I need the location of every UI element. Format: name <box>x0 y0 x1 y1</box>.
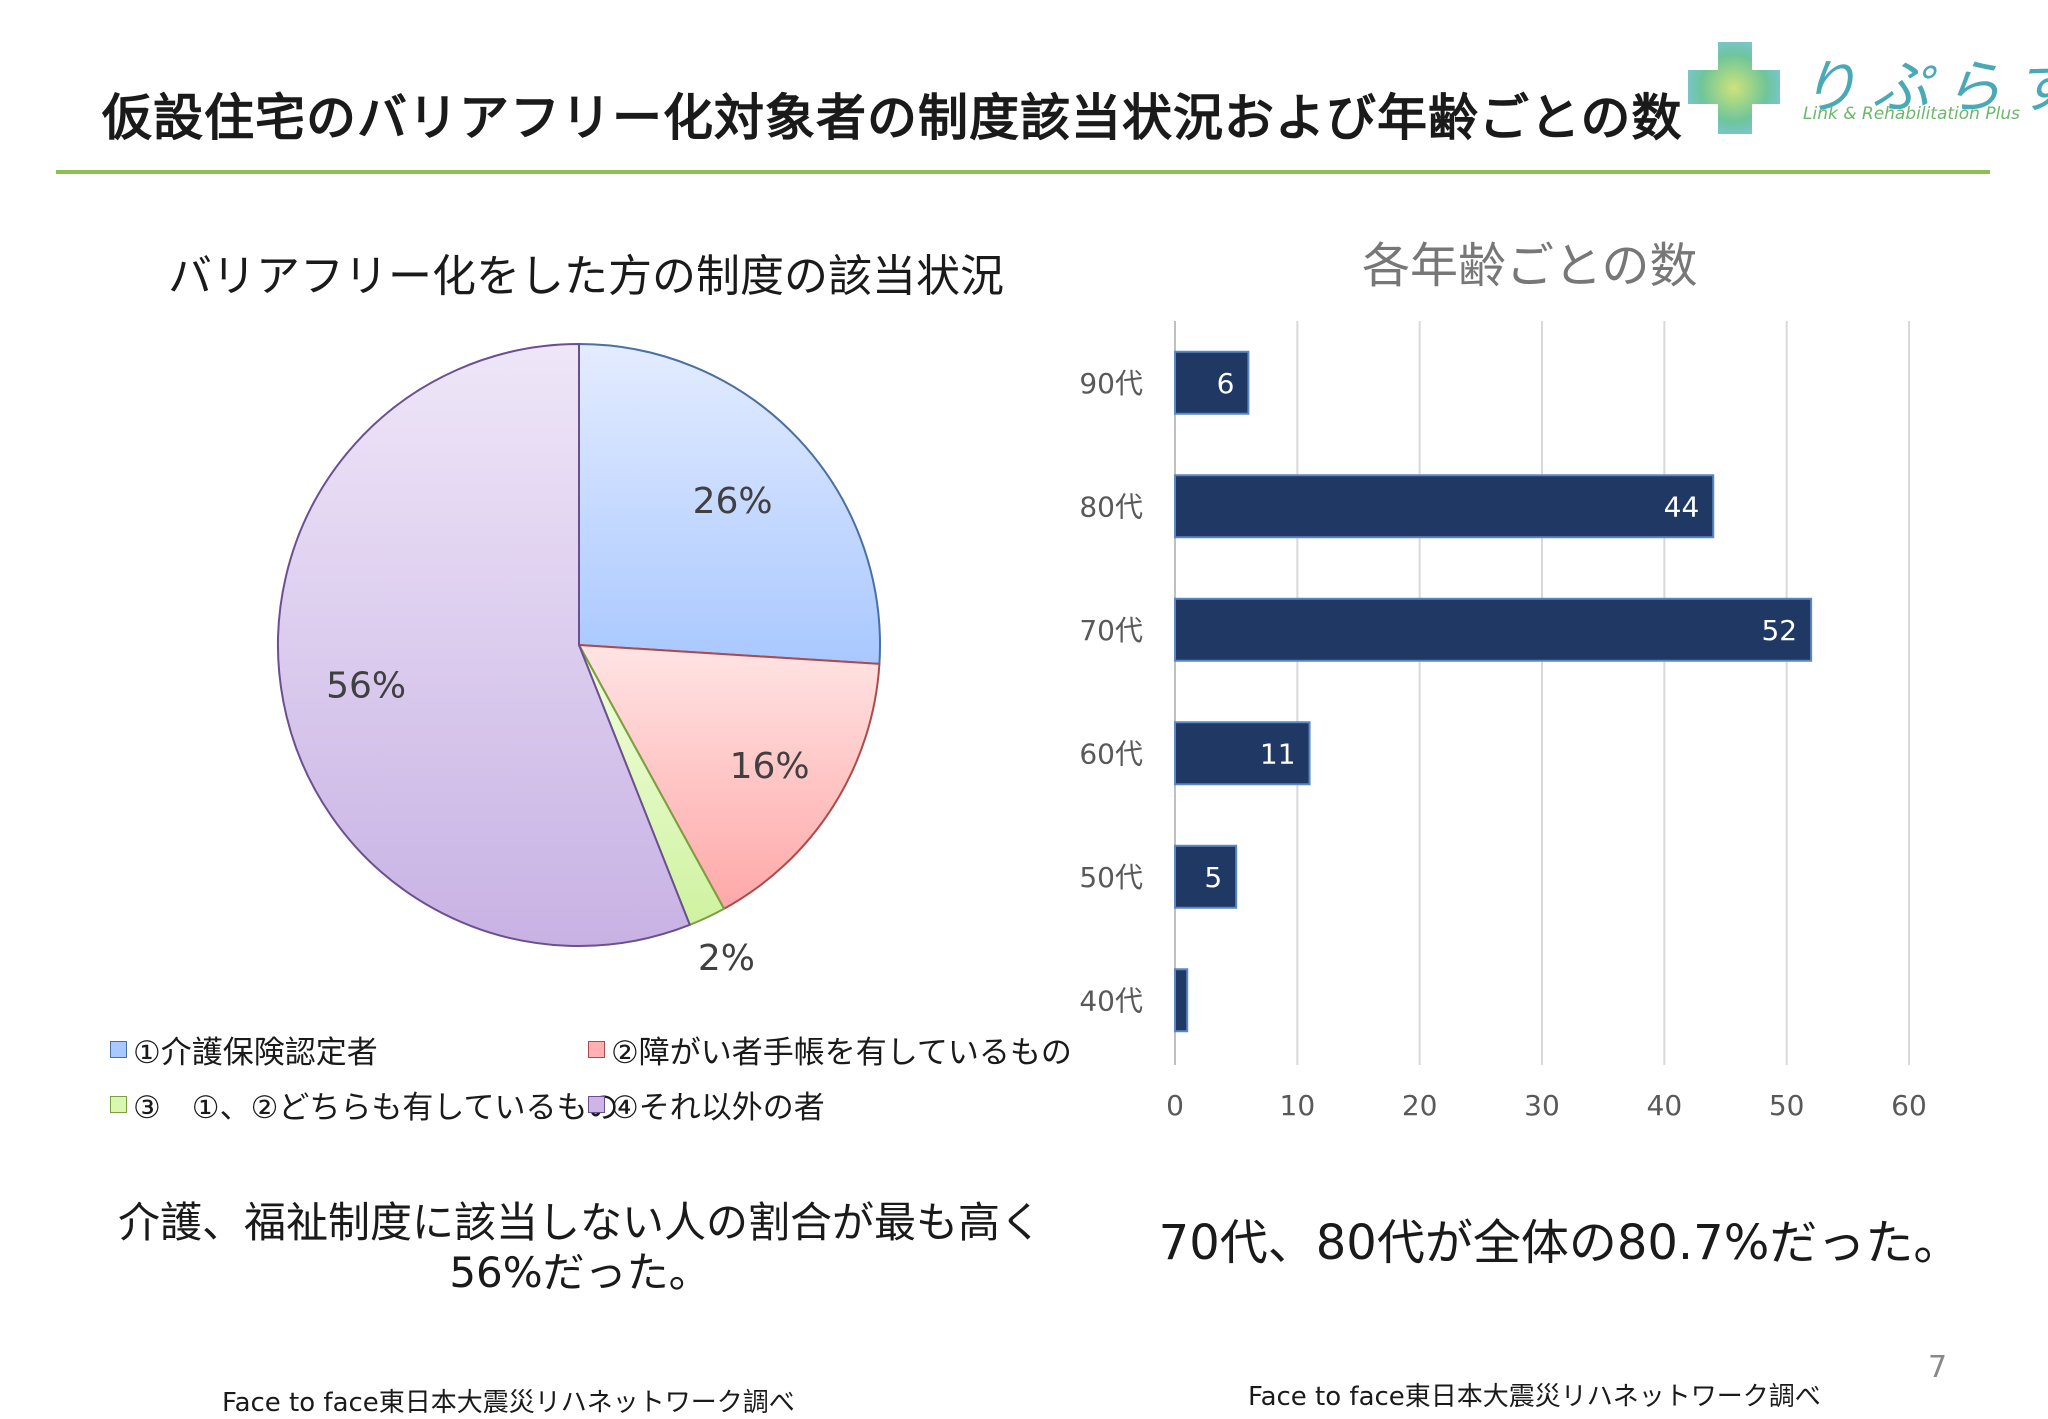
bar-summary: 70代、80代が全体の80.7%だった。 <box>1158 1215 1962 1271</box>
y-category-label: 80代 <box>1079 490 1143 523</box>
bar-value-label: 52 <box>1761 614 1797 647</box>
legend-swatch-blue <box>110 1041 127 1058</box>
bar-50代 <box>1174 844 1238 909</box>
x-tick-label: 50 <box>1769 1089 1805 1122</box>
title-underline <box>56 170 1990 174</box>
pie-data-label: 56% <box>326 666 406 707</box>
bar-value-label: 5 <box>1204 861 1222 894</box>
legend-label: ④それ以外の者 <box>611 1090 825 1126</box>
bar-value-label: 44 <box>1664 490 1700 523</box>
logo-icon <box>1688 42 1780 134</box>
pie-summary-line2: 56%だった。 <box>449 1248 711 1298</box>
legend-item-4: ④それ以外の者 <box>588 1082 825 1127</box>
pie-slice-shougai <box>577 643 881 911</box>
logo-subtitle: Link & Rehabilitation Plus <box>1803 104 2020 124</box>
legend-swatch-red <box>588 1041 605 1058</box>
bar-chart-title: 各年齢ごとの数 <box>1362 238 1698 294</box>
legend-item-3: ③ ①、②どちらも有しているもの <box>110 1082 618 1127</box>
page-title: 仮設住宅のバリアフリー化対象者の制度該当状況および年齢ごとの数 <box>102 89 1683 147</box>
legend-label: ③ ①、②どちらも有しているもの <box>133 1090 619 1126</box>
bar-chart: 0 10 20 30 40 50 60 90代 6 80代 44 70代 52 60代 11 50代 5 40代 <box>1079 321 1927 1122</box>
legend-label: ①介護保険認定者 <box>133 1035 378 1071</box>
x-tick-label: 10 <box>1280 1089 1316 1122</box>
bar-value-label: 6 <box>1217 367 1235 400</box>
pie-slice-kaigo <box>578 342 881 665</box>
legend-item-1: ①介護保険認定者 <box>110 1027 378 1072</box>
bar-90代 <box>1174 350 1250 415</box>
page-number: 7 <box>1928 1350 1948 1385</box>
source-note-right: Face to face東日本大震災リハネットワーク調べ <box>1248 1382 1821 1412</box>
pie-slice-other <box>277 342 692 947</box>
pie-data-label: 16% <box>730 746 810 787</box>
x-tick-label: 0 <box>1166 1089 1184 1122</box>
logo-text: りぷらす <box>1800 53 2048 121</box>
pie-data-label: 26% <box>693 481 773 522</box>
bar-70代 <box>1174 597 1813 662</box>
bar-80代 <box>1174 474 1715 539</box>
legend-swatch-green <box>110 1096 127 1113</box>
legend-item-2: ②障がい者手帳を有しているもの <box>588 1027 1072 1072</box>
legend-label: ②障がい者手帳を有しているもの <box>611 1035 1072 1071</box>
bar-value-label: 11 <box>1260 737 1296 770</box>
source-note-left: Face to face東日本大震災リハネットワーク調べ <box>222 1388 795 1418</box>
bar-60代 <box>1174 721 1311 786</box>
y-category-label: 60代 <box>1079 737 1143 770</box>
legend-swatch-purple <box>588 1096 605 1113</box>
bar-40代 <box>1174 968 1189 1033</box>
y-category-label: 90代 <box>1079 367 1143 400</box>
x-tick-label: 20 <box>1402 1089 1438 1122</box>
pie-chart-title: バリアフリー化をした方の制度の該当状況 <box>168 251 1004 302</box>
pie-summary: 介護、福祉制度に該当しない人の割合が最も高く 56%だった。 <box>80 1198 1080 1299</box>
pie-summary-line1: 介護、福祉制度に該当しない人の割合が最も高く <box>117 1198 1042 1247</box>
x-tick-label: 40 <box>1647 1089 1683 1122</box>
y-category-label: 50代 <box>1079 861 1143 894</box>
pie-data-label: 2% <box>698 938 755 979</box>
x-tick-label: 60 <box>1891 1089 1927 1122</box>
y-category-label: 70代 <box>1079 614 1143 647</box>
y-category-label: 40代 <box>1079 984 1143 1017</box>
x-tick-label: 30 <box>1524 1089 1560 1122</box>
pie-chart: 26% 16% 2% 56% <box>277 342 881 979</box>
